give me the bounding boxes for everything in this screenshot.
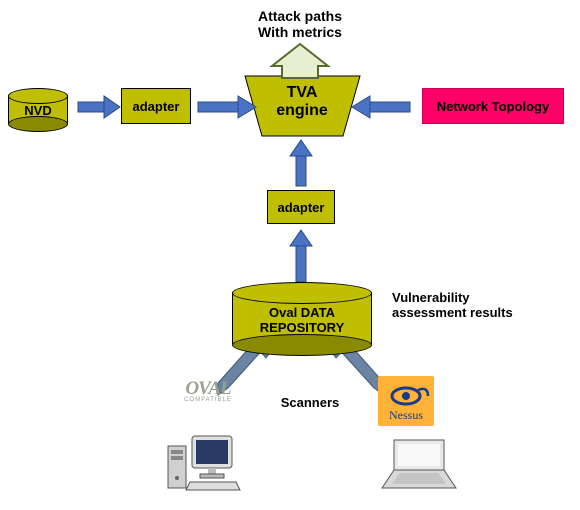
vuln-label: Vulnerability assessment results: [392, 290, 552, 320]
nessus-logo: Nessus: [378, 376, 434, 426]
tva-line1: TVA: [262, 84, 342, 102]
laptop-icon: [374, 436, 458, 494]
network-topology-box: Network Topology: [422, 88, 564, 124]
arrow-repo-adapter2: [290, 230, 312, 282]
repo-text: Oval DATA REPOSITORY: [232, 306, 372, 336]
diagram-canvas: Attack paths With metrics NVD adapter: [0, 0, 580, 510]
network-label: Network Topology: [437, 99, 549, 114]
arrow-adapter1-tva: [198, 96, 256, 118]
tva-text: TVA engine: [262, 84, 342, 120]
repo-line1: Oval DATA: [232, 306, 372, 321]
desktop-computer-icon: [164, 428, 242, 494]
vuln-line2: assessment results: [392, 305, 552, 320]
arrow-nvd-adapter: [78, 96, 120, 118]
oval-logo-sub: COMPATIBLE: [168, 397, 248, 403]
nessus-eye-icon: [378, 376, 434, 410]
nessus-text: Nessus: [378, 408, 434, 423]
output-arrow-icon: [272, 44, 328, 78]
vuln-line1: Vulnerability: [392, 290, 552, 305]
adapter2-box: adapter: [267, 190, 335, 224]
oval-logo: OVAL COMPATIBLE: [168, 380, 248, 403]
adapter2-label: adapter: [278, 200, 325, 215]
arrow-adapter2-tva: [290, 140, 312, 186]
tva-line2: engine: [262, 102, 342, 120]
arrow-network-tva: [352, 96, 410, 118]
shapes-svg: [0, 0, 580, 510]
repo-line2: REPOSITORY: [232, 321, 372, 336]
scanners-label: Scanners: [270, 395, 350, 410]
oval-logo-text: OVAL: [168, 380, 248, 397]
repo-cylinder: Oval DATA REPOSITORY: [232, 282, 372, 354]
